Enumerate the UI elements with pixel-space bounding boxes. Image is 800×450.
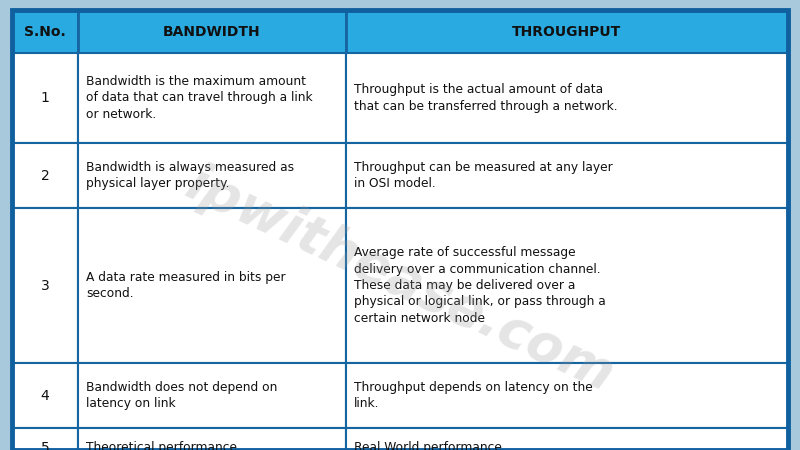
Text: 4: 4: [41, 388, 50, 402]
Bar: [346, 363, 788, 428]
Bar: [346, 428, 788, 450]
Text: 1: 1: [41, 91, 50, 105]
Bar: [12, 363, 78, 428]
Text: Throughput can be measured at any layer
in OSI model.: Throughput can be measured at any layer …: [354, 161, 613, 190]
Text: A data rate measured in bits per
second.: A data rate measured in bits per second.: [86, 271, 286, 300]
Text: Real World performance: Real World performance: [354, 441, 502, 450]
Bar: [12, 10, 78, 53]
Text: Bandwidth is always measured as
physical layer property.: Bandwidth is always measured as physical…: [86, 161, 294, 190]
Text: 3: 3: [41, 279, 50, 292]
Text: Theoretical performance: Theoretical performance: [86, 441, 237, 450]
Text: Throughput is the actual amount of data
that can be transferred through a networ: Throughput is the actual amount of data …: [354, 83, 618, 113]
Text: ipwithease.com: ipwithease.com: [178, 158, 622, 402]
Text: 2: 2: [41, 168, 50, 183]
Bar: [78, 53, 346, 143]
Bar: [346, 208, 788, 363]
Bar: [12, 208, 78, 363]
Bar: [78, 428, 346, 450]
Bar: [346, 10, 788, 53]
Bar: [12, 143, 78, 208]
Text: S.No.: S.No.: [24, 24, 66, 39]
Bar: [78, 10, 346, 53]
Text: BANDWIDTH: BANDWIDTH: [163, 24, 261, 39]
Bar: [12, 428, 78, 450]
Bar: [78, 143, 346, 208]
Bar: [78, 208, 346, 363]
Bar: [346, 143, 788, 208]
Text: Bandwidth does not depend on
latency on link: Bandwidth does not depend on latency on …: [86, 381, 278, 410]
Text: Throughput depends on latency on the
link.: Throughput depends on latency on the lin…: [354, 381, 593, 410]
Bar: [346, 53, 788, 143]
Text: 5: 5: [41, 441, 50, 450]
Text: Average rate of successful message
delivery over a communication channel.
These : Average rate of successful message deliv…: [354, 246, 606, 325]
Bar: [78, 363, 346, 428]
Text: THROUGHPUT: THROUGHPUT: [512, 24, 622, 39]
Bar: [12, 53, 78, 143]
Text: Bandwidth is the maximum amount
of data that can travel through a link
or networ: Bandwidth is the maximum amount of data …: [86, 75, 313, 121]
